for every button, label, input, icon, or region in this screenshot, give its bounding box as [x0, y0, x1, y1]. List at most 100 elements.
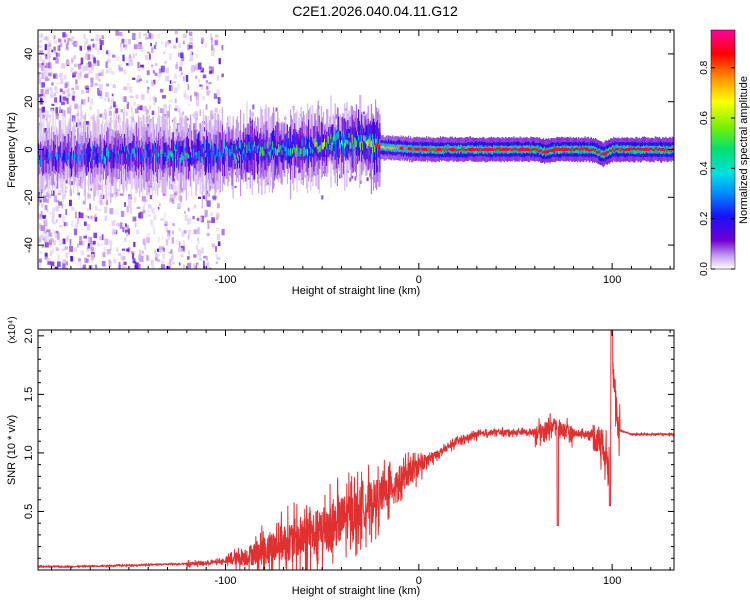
- ridge-cell: [300, 148, 302, 155]
- ridge-cell: [63, 149, 65, 171]
- noise-cell: [66, 97, 69, 105]
- noise-cell: [97, 93, 102, 97]
- ridge-cell: [250, 141, 252, 165]
- ridge-cell: [147, 151, 149, 157]
- ridge-cell: [460, 144, 462, 153]
- ridge-cell: [84, 155, 86, 165]
- noise-cell: [159, 88, 164, 93]
- noise-cell: [143, 106, 147, 112]
- noise-cell: [131, 116, 134, 122]
- ridge-cell: [161, 151, 163, 159]
- noise-cell: [98, 236, 102, 241]
- ridge-cell: [336, 130, 338, 157]
- noise-cell: [155, 186, 159, 192]
- noise-cell: [80, 212, 84, 219]
- ridge-cell: [620, 148, 622, 151]
- noise-cell: [99, 202, 104, 206]
- noise-cell: [109, 119, 113, 123]
- noise-cell: [78, 240, 83, 246]
- noise-cell: [43, 236, 47, 242]
- ridge-cell: [298, 138, 300, 158]
- noise-cell: [322, 171, 325, 174]
- ridge-cell: [366, 140, 368, 149]
- ridge-cell: [95, 154, 97, 161]
- noise-cell: [132, 264, 135, 267]
- ridge-cell: [355, 140, 358, 148]
- noise-cell: [58, 214, 62, 218]
- ridge-cell: [60, 151, 62, 158]
- noise-cell: [71, 87, 74, 91]
- ridge-cell: [279, 146, 281, 153]
- ridge-cell: [233, 140, 235, 153]
- noise-cell: [156, 259, 161, 262]
- noise-cell: [43, 91, 46, 98]
- ridge-cell: [566, 148, 568, 151]
- noise-cell: [65, 261, 68, 266]
- noise-cell: [182, 33, 187, 39]
- noise-cell: [180, 254, 184, 258]
- noise-cell: [207, 220, 211, 224]
- ridge-cell: [593, 147, 595, 150]
- noise-cell: [95, 205, 98, 211]
- noise-cell: [90, 243, 93, 249]
- ridge-cell: [582, 148, 584, 151]
- ridge-cell: [50, 138, 52, 162]
- noise-cell: [247, 177, 250, 180]
- ridge-cell: [162, 153, 164, 170]
- ridge-cell: [56, 152, 58, 160]
- noise-cell: [102, 252, 106, 258]
- ridge-hotspot: [524, 148, 530, 151]
- noise-cell: [146, 86, 150, 94]
- ridge-hotspot: [471, 148, 475, 151]
- colorbar-tick-label: 0.8: [699, 60, 710, 74]
- ridge-cell: [369, 138, 371, 147]
- noise-cell: [124, 202, 126, 207]
- ridge-cell: [166, 155, 168, 163]
- ridge-cell: [179, 141, 181, 162]
- ridge-cell: [352, 144, 354, 149]
- noise-cell: [39, 259, 41, 267]
- noise-cell: [142, 210, 146, 214]
- ridge-cell: [98, 156, 100, 162]
- ridge-cell: [128, 149, 130, 154]
- noise-cell: [91, 215, 95, 219]
- ridge-cell: [173, 141, 175, 154]
- noise-cell: [195, 100, 200, 107]
- noise-cell: [126, 231, 129, 237]
- noise-cell: [120, 43, 122, 48]
- noise-cell: [82, 65, 87, 72]
- noise-cell: [146, 70, 150, 76]
- ridge-cell: [382, 145, 384, 149]
- ridge-cell: [285, 133, 287, 160]
- noise-cell: [123, 96, 127, 102]
- snr-scale-note: (x10⁴): [7, 316, 18, 343]
- ridge-cell: [146, 151, 148, 159]
- noise-cell: [42, 215, 46, 219]
- noise-cell: [133, 44, 138, 50]
- ridge-cell: [324, 138, 326, 147]
- ridge-cell: [428, 148, 430, 151]
- ridge-cell: [102, 159, 105, 164]
- ridge-cell: [185, 152, 187, 157]
- ridge-cell: [598, 150, 600, 154]
- ridge-cell: [367, 139, 369, 146]
- ridge-cell: [357, 131, 359, 136]
- noise-cell: [98, 78, 101, 82]
- y-tick-label: 40: [23, 48, 35, 60]
- noise-cell: [128, 228, 130, 235]
- ridge-cell: [145, 150, 147, 159]
- noise-cell: [98, 208, 102, 212]
- noise-cell: [116, 188, 121, 192]
- noise-cell: [63, 222, 68, 226]
- ridge-cell: [361, 135, 363, 144]
- ridge-cell: [549, 149, 551, 152]
- ridge-cell: [217, 149, 219, 169]
- ridge-cell: [73, 152, 75, 167]
- noise-cell: [79, 236, 83, 241]
- noise-cell: [41, 62, 44, 66]
- x-tick-label: -100: [214, 575, 236, 587]
- noise-cell: [184, 214, 188, 221]
- noise-cell: [77, 243, 79, 248]
- noise-cell: [44, 240, 48, 243]
- noise-cell: [64, 246, 68, 250]
